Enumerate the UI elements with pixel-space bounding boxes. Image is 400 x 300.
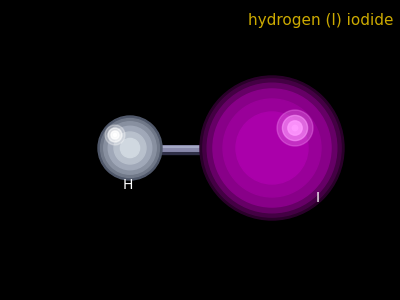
- Circle shape: [292, 125, 298, 131]
- Circle shape: [114, 132, 146, 164]
- Circle shape: [105, 125, 125, 145]
- Text: H: H: [123, 178, 133, 192]
- Circle shape: [200, 76, 344, 220]
- Circle shape: [223, 99, 321, 197]
- Circle shape: [111, 131, 119, 139]
- Circle shape: [98, 116, 162, 180]
- Circle shape: [108, 128, 122, 142]
- Circle shape: [213, 89, 331, 207]
- Circle shape: [108, 126, 152, 170]
- Circle shape: [207, 83, 337, 213]
- Circle shape: [236, 112, 308, 184]
- Circle shape: [203, 79, 341, 217]
- Circle shape: [114, 134, 116, 136]
- Circle shape: [104, 122, 156, 174]
- Circle shape: [120, 138, 140, 158]
- Text: I: I: [316, 191, 320, 205]
- Circle shape: [277, 110, 313, 146]
- Circle shape: [100, 118, 160, 177]
- Text: hydrogen (I) iodide: hydrogen (I) iodide: [248, 14, 394, 28]
- Circle shape: [288, 121, 302, 135]
- Circle shape: [282, 116, 308, 141]
